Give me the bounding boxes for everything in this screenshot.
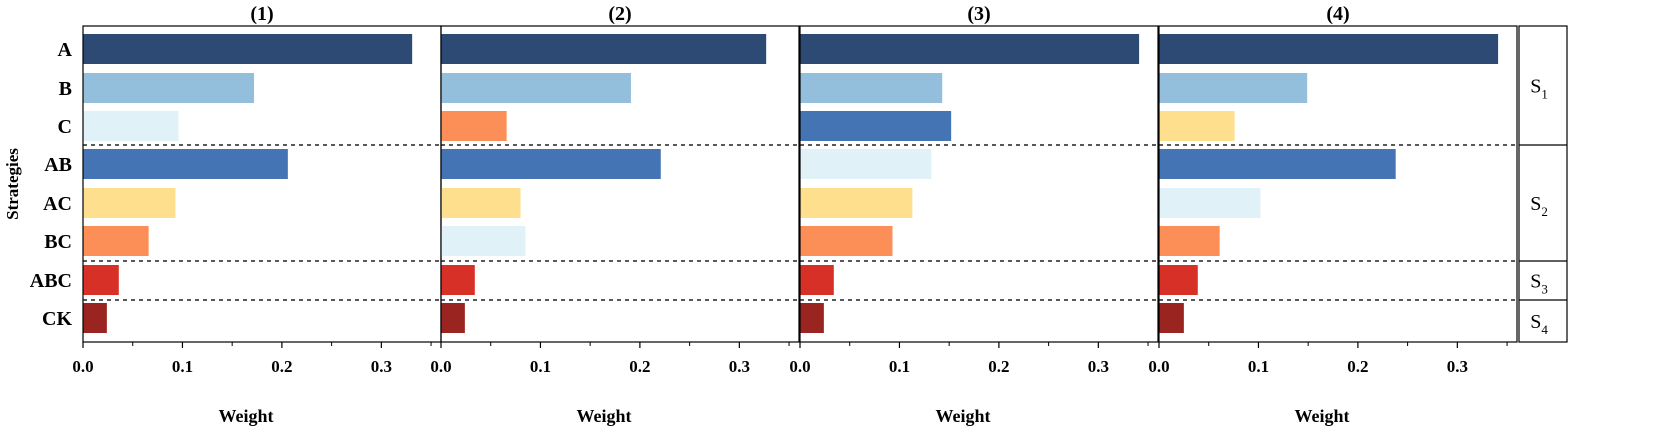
- x-tick-label: 0.0: [72, 357, 93, 376]
- bar: [1159, 149, 1396, 179]
- x-tick-label: 0.2: [629, 357, 650, 376]
- group-label-prefix: S: [1530, 193, 1541, 215]
- bar: [441, 111, 507, 141]
- x-tick-label: 0.1: [889, 357, 910, 376]
- category-label: B: [59, 78, 72, 100]
- bar: [441, 303, 465, 333]
- x-tick-label: 0.0: [789, 357, 810, 376]
- x-tick-label: 0.3: [1447, 357, 1468, 376]
- group-label-prefix: S: [1530, 271, 1541, 293]
- x-tick-label: 0.1: [530, 357, 551, 376]
- x-tick-label: 0.2: [988, 357, 1009, 376]
- bar: [83, 73, 255, 103]
- panel-frame: [1158, 25, 1518, 343]
- bar: [83, 34, 413, 64]
- x-tick-label: 0.0: [430, 357, 451, 376]
- panel-title: (1): [250, 3, 273, 25]
- category-label: C: [58, 116, 72, 138]
- bar: [800, 188, 913, 218]
- bar: [441, 34, 767, 64]
- group-label: S2: [1530, 193, 1548, 219]
- category-label: ABC: [30, 270, 72, 292]
- category-label: AB: [44, 154, 72, 176]
- bar: [83, 265, 119, 295]
- x-axis-title: Weight: [1294, 406, 1349, 426]
- bar: [800, 34, 1140, 64]
- group-label: S4: [1530, 311, 1548, 337]
- x-axis-title: Weight: [576, 406, 631, 426]
- group-label-subscript: 3: [1541, 282, 1548, 297]
- bar: [1159, 111, 1235, 141]
- category-label: CK: [42, 308, 72, 330]
- group-label-prefix: S: [1530, 76, 1541, 98]
- bar: [83, 111, 179, 141]
- x-tick-label: 0.1: [172, 357, 193, 376]
- category-label: BC: [44, 231, 72, 253]
- bar: [83, 303, 107, 333]
- panel-title: (3): [967, 3, 990, 25]
- bar: [441, 226, 526, 256]
- bar: [1159, 303, 1184, 333]
- bar: [441, 265, 475, 295]
- panel-frame: [440, 25, 800, 343]
- panel-title: (2): [608, 3, 631, 25]
- bar: [83, 188, 176, 218]
- group-label-prefix: S: [1530, 311, 1541, 333]
- x-tick-label: 0.1: [1248, 357, 1269, 376]
- x-tick-label: 0.2: [1347, 357, 1368, 376]
- bar: [441, 188, 521, 218]
- bar: [1159, 188, 1261, 218]
- x-tick-label: 0.3: [371, 357, 392, 376]
- x-tick-label: 0.2: [271, 357, 292, 376]
- bar: [800, 265, 834, 295]
- bar: [83, 149, 288, 179]
- x-tick-label: 0.3: [1088, 357, 1109, 376]
- bar: [800, 303, 824, 333]
- bar: [1159, 34, 1499, 64]
- bar: [800, 149, 932, 179]
- group-label-subscript: 4: [1541, 322, 1548, 337]
- bar: [1159, 73, 1308, 103]
- panel-title: (4): [1326, 3, 1349, 25]
- category-label: AC: [43, 193, 72, 215]
- bar: [800, 73, 943, 103]
- x-axis-title: Weight: [935, 406, 990, 426]
- x-axis-title: Weight: [218, 406, 273, 426]
- group-box: [1518, 25, 1568, 343]
- group-label: S3: [1530, 271, 1548, 297]
- category-label: A: [58, 39, 73, 61]
- group-label-subscript: 1: [1541, 87, 1548, 102]
- bar: [441, 149, 661, 179]
- bar: [800, 226, 893, 256]
- y-axis-title: Strategies: [3, 148, 22, 220]
- panel-frame: [799, 25, 1159, 343]
- bar: [1159, 265, 1198, 295]
- group-label: S1: [1530, 76, 1548, 102]
- bar: [441, 73, 631, 103]
- group-label-subscript: 2: [1541, 204, 1548, 219]
- bar: [1159, 226, 1220, 256]
- x-tick-label: 0.0: [1148, 357, 1169, 376]
- bar: [800, 111, 952, 141]
- x-tick-label: 0.3: [729, 357, 750, 376]
- bar: [83, 226, 149, 256]
